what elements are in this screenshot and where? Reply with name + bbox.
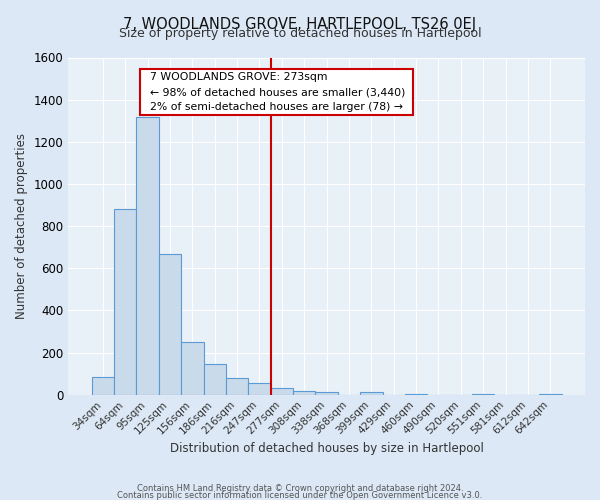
Bar [248,383,271,394]
Text: 7, WOODLANDS GROVE, HARTLEPOOL, TS26 0EJ: 7, WOODLANDS GROVE, HARTLEPOOL, TS26 0EJ [124,18,476,32]
Text: Contains public sector information licensed under the Open Government Licence v3: Contains public sector information licen… [118,491,482,500]
X-axis label: Distribution of detached houses by size in Hartlepool: Distribution of detached houses by size … [170,442,484,455]
Text: Contains HM Land Registry data © Crown copyright and database right 2024.: Contains HM Land Registry data © Crown c… [137,484,463,493]
Y-axis label: Number of detached properties: Number of detached properties [15,133,28,319]
Text: Size of property relative to detached houses in Hartlepool: Size of property relative to detached ho… [119,28,481,40]
Text: 7 WOODLANDS GROVE: 273sqm
  ← 98% of detached houses are smaller (3,440)
  2% of: 7 WOODLANDS GROVE: 273sqm ← 98% of detac… [143,72,410,112]
Bar [360,392,383,394]
Bar [181,342,203,394]
Bar [293,390,316,394]
Bar [203,364,226,394]
Bar [136,116,159,394]
Bar [92,377,114,394]
Bar [316,392,338,394]
Bar [114,210,136,394]
Bar [159,254,181,394]
Bar [226,378,248,394]
Bar [271,388,293,394]
